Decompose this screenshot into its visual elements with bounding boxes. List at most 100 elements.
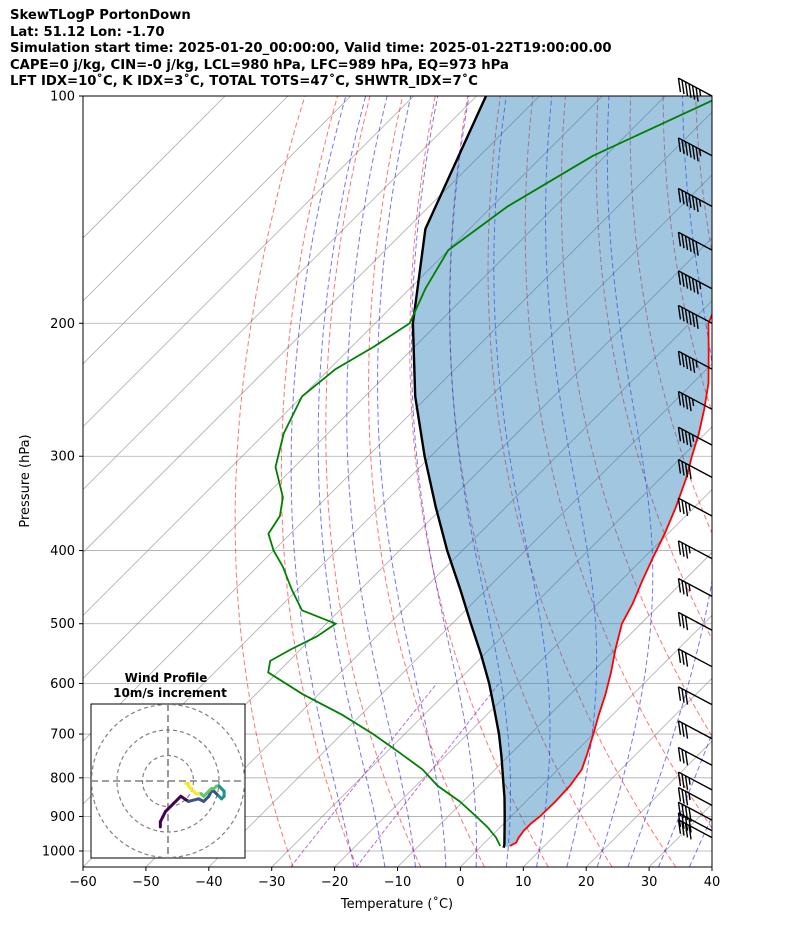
barb-flag — [688, 432, 692, 448]
barb-flag — [684, 463, 689, 478]
wind-barb — [677, 137, 713, 162]
barb-flag — [688, 356, 692, 371]
isotherm-line — [271, 426, 712, 867]
isotherm-line — [523, 677, 712, 867]
barb-flag — [681, 614, 685, 629]
wind-barb — [677, 771, 713, 791]
barb-flag — [688, 276, 692, 291]
barb-flag — [677, 78, 682, 93]
x-axis-label: Temperature (˚C) — [340, 896, 453, 912]
wind-barb — [677, 819, 713, 840]
barb-flag — [691, 278, 696, 293]
moist-adiabat — [720, 96, 794, 867]
isotherm-line — [83, 96, 414, 428]
barb-flag — [677, 787, 682, 802]
dry-adiabat — [761, 96, 794, 867]
barb-flag — [681, 234, 685, 249]
y-tick-label: 1000 — [42, 845, 75, 860]
barb-flag — [695, 87, 699, 102]
barb-flag — [681, 461, 685, 476]
barb-half — [688, 584, 691, 592]
barb-flag — [681, 580, 685, 595]
barb-staff — [678, 497, 713, 517]
barb-staff — [678, 819, 713, 839]
isotherm-line — [711, 866, 712, 867]
barb-flag — [684, 192, 689, 207]
dry-adiabat — [409, 96, 549, 867]
indices-line-1: CAPE=0 j/kg, CIN=-0 j/kg, LCL=980 hPa, L… — [10, 57, 509, 73]
isotherm-line — [83, 96, 289, 302]
barb-staff — [678, 231, 713, 251]
y-tick-label: 100 — [50, 90, 75, 105]
x-tick-label: −20 — [321, 875, 348, 890]
barb-flag — [684, 751, 689, 766]
wind-barb — [677, 786, 713, 806]
barb-flag — [677, 391, 682, 406]
wind-barb — [677, 350, 713, 373]
barb-flag — [677, 270, 682, 285]
wind-barb — [677, 426, 713, 448]
barb-staff — [678, 350, 713, 370]
barb-flag — [677, 720, 682, 735]
barb-staff — [678, 390, 713, 410]
wind-barbs — [677, 77, 713, 840]
moist-adiabat — [493, 96, 551, 867]
barb-half — [698, 199, 702, 207]
barb-flag — [681, 688, 685, 703]
barb-flag — [684, 235, 689, 251]
barb-staff — [678, 648, 713, 668]
series-layer — [267, 96, 712, 848]
dry-adiabat — [368, 96, 485, 867]
isotherm-line — [83, 96, 477, 491]
hodograph-plot — [91, 704, 245, 858]
barb-staff — [678, 720, 713, 740]
barb-half — [698, 149, 702, 157]
dry-adiabat — [234, 96, 306, 867]
barb-staff — [678, 812, 713, 832]
wind-barb — [677, 577, 713, 598]
barb-half — [688, 546, 691, 554]
wind-barb — [677, 648, 713, 668]
barb-half — [695, 360, 698, 368]
dry-adiabat — [595, 96, 712, 641]
hodograph-segment — [179, 794, 190, 803]
wind-barb — [677, 458, 713, 480]
barb-flag — [677, 747, 682, 762]
barb-flag — [677, 498, 682, 513]
mixing-ratio-line — [290, 683, 438, 867]
barb-flag — [681, 499, 685, 515]
dry-adiabat — [728, 96, 794, 867]
barb-flag — [691, 239, 696, 254]
barb-flag — [688, 397, 692, 412]
x-tick-label: −10 — [384, 875, 411, 890]
barb-flag — [681, 190, 685, 205]
dry-adiabat — [325, 96, 422, 867]
barb-staff — [678, 577, 713, 598]
y-tick-label: 600 — [50, 677, 75, 692]
barb-flag — [695, 314, 699, 329]
wind-barb — [677, 611, 713, 631]
wind-barb — [677, 231, 713, 256]
barb-flag — [684, 274, 689, 289]
wind-barb — [677, 270, 713, 295]
isotherm-line — [145, 300, 712, 867]
barb-flag — [681, 773, 685, 789]
moist-adiabat — [317, 96, 386, 867]
barb-flag — [681, 650, 685, 665]
barb-staff — [678, 77, 713, 97]
barb-staff — [678, 270, 713, 290]
barb-half — [691, 398, 695, 407]
y-tick-label: 500 — [50, 617, 75, 632]
wind-barb — [677, 746, 713, 766]
barb-flag — [684, 309, 689, 324]
barb-flag — [684, 690, 689, 705]
wind-barb — [677, 390, 713, 412]
tick-layer: −60 −50 −40 −30 −20 −10 0 10 20 30 40 100 200 300 400 5… — [42, 90, 720, 891]
wind-barb — [677, 686, 713, 706]
barb-flag — [691, 85, 696, 100]
barb-flag — [684, 430, 689, 446]
isotherm-line — [460, 614, 712, 867]
x-tick-label: 0 — [456, 875, 464, 890]
x-tick-label: 40 — [704, 875, 721, 890]
